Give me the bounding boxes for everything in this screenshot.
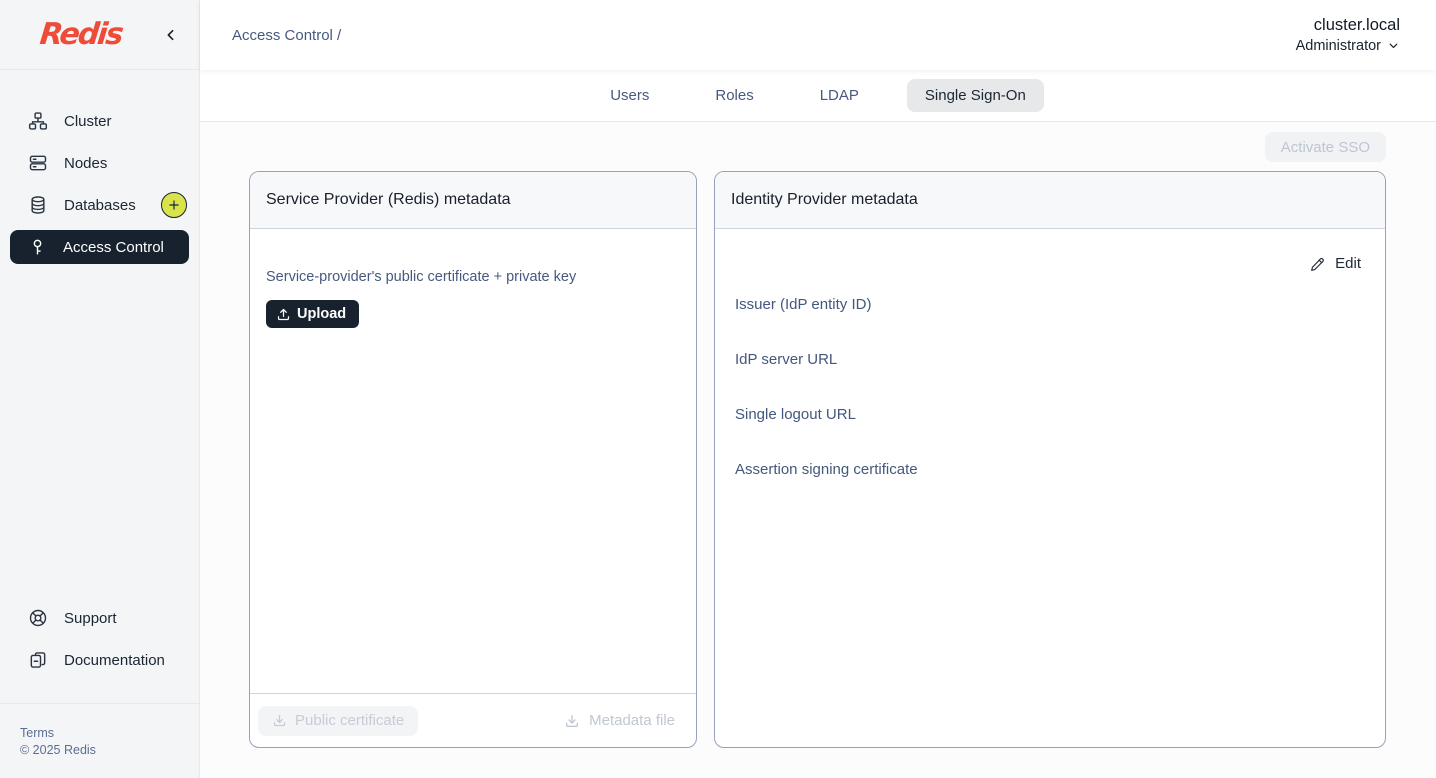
chevron-down-icon	[1387, 39, 1400, 52]
activate-sso-button[interactable]: Activate SSO	[1264, 132, 1386, 162]
terms-link[interactable]: Terms	[20, 726, 55, 740]
service-provider-panel: Service Provider (Redis) metadata Servic…	[249, 171, 697, 748]
field-issuer: Issuer (IdP entity ID)	[731, 296, 1369, 351]
metadata-file-button[interactable]: Metadata file	[564, 712, 675, 729]
sidebar-item-support[interactable]: Support	[0, 597, 199, 639]
support-icon	[28, 608, 48, 628]
sidebar: Redis Cluster	[0, 0, 200, 778]
tab-roles[interactable]: Roles	[697, 79, 771, 112]
edit-button-label: Edit	[1335, 255, 1361, 272]
chevron-left-icon	[163, 27, 179, 43]
sidebar-collapse-button[interactable]	[163, 27, 179, 43]
copyright-text: © 2025 Redis	[20, 743, 96, 757]
idp-fields: Issuer (IdP entity ID) IdP server URL Si…	[731, 296, 1369, 516]
field-label: Issuer (IdP entity ID)	[735, 296, 872, 313]
sidebar-item-documentation[interactable]: Documentation	[0, 639, 199, 681]
field-label: IdP server URL	[735, 351, 838, 368]
sidebar-item-label: Documentation	[64, 651, 165, 669]
sidebar-item-cluster[interactable]: Cluster	[0, 100, 199, 142]
user-role-label: Administrator	[1295, 37, 1381, 54]
upload-button-label: Upload	[297, 306, 347, 322]
service-provider-panel-title: Service Provider (Redis) metadata	[250, 172, 696, 229]
cluster-name: cluster.local	[1313, 15, 1400, 34]
sidebar-bottom: Support Documentation Terms © 2025 Redis	[0, 597, 199, 778]
sidebar-item-nodes[interactable]: Nodes	[0, 142, 199, 184]
tab-single-sign-on[interactable]: Single Sign-On	[906, 79, 1044, 112]
field-label: Single logout URL	[735, 406, 856, 423]
field-assertion-signing-certificate: Assertion signing certificate	[731, 461, 1369, 516]
user-role-dropdown[interactable]: Administrator	[1296, 38, 1400, 54]
tab-ldap[interactable]: LDAP	[802, 79, 877, 112]
sso-content: Activate SSO Service Provider (Redis) me…	[200, 122, 1436, 778]
field-single-logout-url: Single logout URL	[731, 406, 1369, 461]
redis-logo[interactable]: Redis	[38, 17, 124, 52]
service-provider-panel-body: Service-provider's public certificate + …	[250, 229, 696, 693]
identity-provider-panel: Identity Provider metadata Edit	[714, 171, 1386, 748]
sidebar-nav: Cluster Nodes	[0, 70, 199, 268]
top-header: Access Control / cluster.local Administr…	[200, 0, 1436, 70]
sidebar-item-label: Cluster	[64, 112, 112, 130]
public-certificate-button[interactable]: Public certificate	[258, 705, 419, 736]
edit-button[interactable]: Edit	[1310, 255, 1361, 272]
access-control-tabbar: Users Roles LDAP Single Sign-On	[200, 70, 1436, 122]
key-icon	[28, 238, 47, 257]
sidebar-logo-row: Redis	[0, 0, 199, 70]
sidebar-item-databases[interactable]: Databases	[0, 184, 199, 226]
sidebar-item-access-control[interactable]: Access Control	[10, 230, 189, 264]
sidebar-item-label: Databases	[64, 196, 136, 214]
database-icon	[28, 195, 48, 215]
plus-icon	[167, 198, 181, 212]
upload-button[interactable]: Upload	[266, 300, 360, 328]
public-certificate-label: Public certificate	[295, 712, 405, 729]
tab-users[interactable]: Users	[592, 79, 667, 112]
upload-icon	[276, 307, 291, 322]
metadata-file-label: Metadata file	[589, 712, 675, 729]
cluster-icon	[28, 111, 48, 131]
download-icon	[272, 713, 287, 728]
sidebar-item-label: Nodes	[64, 154, 108, 172]
field-idp-server-url: IdP server URL	[731, 351, 1369, 406]
metadata-panels: Service Provider (Redis) metadata Servic…	[249, 171, 1386, 748]
account-block: cluster.local Administrator	[1296, 16, 1400, 55]
field-label: Assertion signing certificate	[735, 461, 918, 478]
nodes-icon	[28, 153, 48, 173]
sidebar-legal: Terms © 2025 Redis	[0, 703, 199, 778]
download-icon	[564, 713, 580, 729]
activate-sso-row: Activate SSO	[249, 132, 1386, 162]
sidebar-item-label: Access Control	[63, 238, 164, 256]
breadcrumb[interactable]: Access Control /	[232, 26, 342, 44]
identity-provider-panel-body: Edit Issuer (IdP entity ID) IdP server U…	[715, 229, 1385, 747]
identity-provider-panel-title: Identity Provider metadata	[715, 172, 1385, 229]
sidebar-item-label: Support	[64, 609, 117, 627]
pencil-icon	[1310, 256, 1326, 272]
main-area: Access Control / cluster.local Administr…	[200, 0, 1436, 778]
sp-certificate-label: Service-provider's public certificate + …	[266, 269, 577, 285]
service-provider-panel-footer: Public certificate Metadata file	[250, 693, 696, 747]
add-database-button[interactable]	[161, 192, 187, 218]
documentation-icon	[28, 650, 48, 670]
edit-row: Edit	[731, 247, 1369, 272]
